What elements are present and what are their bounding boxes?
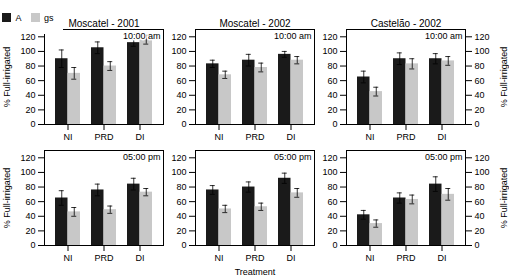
svg-text:0: 0: [475, 240, 480, 250]
svg-text:80: 80: [176, 61, 186, 71]
svg-text:40: 40: [25, 211, 35, 221]
svg-text:40: 40: [25, 90, 35, 100]
svg-text:% Full-irrigated: % Full-irrigated: [2, 47, 12, 108]
svg-text:20: 20: [176, 105, 186, 115]
svg-text:120: 120: [20, 153, 35, 163]
svg-text:60: 60: [327, 76, 337, 86]
svg-text:% Full-irrigated: % Full-irrigated: [499, 47, 509, 108]
svg-text:20: 20: [475, 226, 485, 236]
svg-text:20: 20: [475, 105, 485, 115]
svg-text:Treatment: Treatment: [235, 267, 276, 277]
svg-text:PRD: PRD: [94, 132, 114, 142]
svg-text:Moscatel - 2002: Moscatel - 2002: [219, 18, 291, 29]
svg-text:0: 0: [181, 240, 186, 250]
svg-text:100: 100: [322, 167, 337, 177]
svg-text:DI: DI: [438, 132, 447, 142]
svg-text:PRD: PRD: [245, 253, 265, 263]
svg-text:20: 20: [327, 105, 337, 115]
svg-text:100: 100: [475, 167, 490, 177]
svg-text:NI: NI: [64, 253, 73, 263]
svg-text:DI: DI: [287, 253, 296, 263]
svg-text:60: 60: [327, 197, 337, 207]
svg-text:40: 40: [176, 90, 186, 100]
svg-text:0: 0: [475, 119, 480, 129]
svg-text:20: 20: [176, 226, 186, 236]
svg-text:05:00 pm: 05:00 pm: [425, 152, 463, 162]
svg-text:20: 20: [25, 105, 35, 115]
svg-text:10:00 am: 10:00 am: [425, 31, 463, 41]
svg-text:PRD: PRD: [396, 253, 416, 263]
svg-text:60: 60: [176, 197, 186, 207]
svg-text:120: 120: [171, 153, 186, 163]
svg-text:NI: NI: [215, 253, 224, 263]
svg-text:80: 80: [176, 182, 186, 192]
svg-text:10:00 am: 10:00 am: [274, 31, 312, 41]
svg-text:100: 100: [20, 167, 35, 177]
svg-text:60: 60: [475, 76, 485, 86]
svg-text:Moscatel - 2001: Moscatel - 2001: [68, 18, 140, 29]
svg-text:PRD: PRD: [94, 253, 114, 263]
svg-text:DI: DI: [438, 253, 447, 263]
svg-text:05:00 pm: 05:00 pm: [274, 152, 312, 162]
svg-text:120: 120: [322, 32, 337, 42]
svg-text:60: 60: [176, 76, 186, 86]
svg-text:NI: NI: [215, 132, 224, 142]
svg-text:% Full-irrigated: % Full-irrigated: [2, 168, 12, 229]
svg-text:PRD: PRD: [245, 132, 265, 142]
svg-text:80: 80: [327, 182, 337, 192]
svg-text:% Full-irrigated: % Full-irrigated: [499, 168, 509, 229]
svg-text:120: 120: [475, 153, 490, 163]
svg-text:80: 80: [475, 182, 485, 192]
svg-text:100: 100: [171, 167, 186, 177]
svg-text:0: 0: [332, 240, 337, 250]
svg-text:60: 60: [25, 76, 35, 86]
svg-text:05:00 pm: 05:00 pm: [123, 152, 161, 162]
svg-text:80: 80: [475, 61, 485, 71]
svg-text:0: 0: [30, 240, 35, 250]
svg-text:80: 80: [25, 182, 35, 192]
svg-text:100: 100: [20, 46, 35, 56]
svg-text:NI: NI: [366, 132, 375, 142]
svg-text:40: 40: [327, 90, 337, 100]
svg-text:100: 100: [322, 46, 337, 56]
svg-text:DI: DI: [287, 132, 296, 142]
svg-text:80: 80: [327, 61, 337, 71]
svg-text:100: 100: [171, 46, 186, 56]
svg-text:Castelão - 2002: Castelão - 2002: [371, 18, 442, 29]
svg-text:120: 120: [322, 153, 337, 163]
svg-text:0: 0: [332, 119, 337, 129]
svg-text:DI: DI: [136, 253, 145, 263]
svg-text:40: 40: [327, 211, 337, 221]
svg-text:NI: NI: [366, 253, 375, 263]
svg-text:100: 100: [475, 46, 490, 56]
svg-text:NI: NI: [64, 132, 73, 142]
svg-text:10:00 am: 10:00 am: [123, 31, 161, 41]
svg-text:80: 80: [25, 61, 35, 71]
svg-text:60: 60: [25, 197, 35, 207]
svg-text:40: 40: [176, 211, 186, 221]
html-text:A: A: [15, 12, 22, 23]
svg-text:40: 40: [475, 90, 485, 100]
svg-text:120: 120: [171, 32, 186, 42]
svg-text:40: 40: [475, 211, 485, 221]
svg-text:60: 60: [475, 197, 485, 207]
html-text:gs: gs: [44, 12, 54, 23]
svg-text:20: 20: [25, 226, 35, 236]
svg-text:0: 0: [30, 119, 35, 129]
svg-text:PRD: PRD: [396, 132, 416, 142]
svg-text:120: 120: [475, 32, 490, 42]
svg-text:DI: DI: [136, 132, 145, 142]
svg-text:0: 0: [181, 119, 186, 129]
svg-text:20: 20: [327, 226, 337, 236]
svg-text:120: 120: [20, 31, 36, 42]
